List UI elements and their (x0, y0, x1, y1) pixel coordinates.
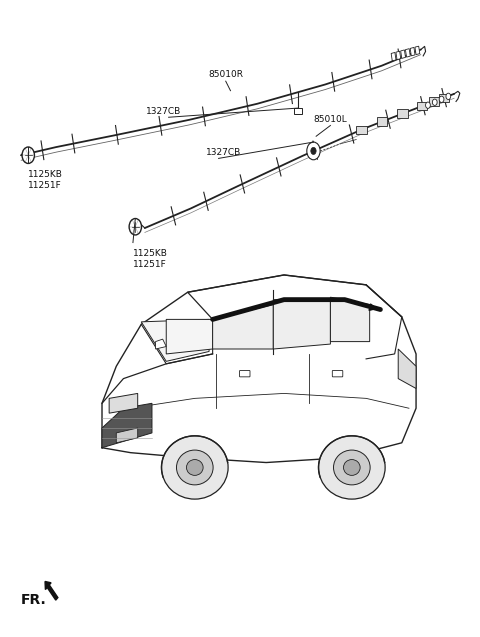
Polygon shape (156, 339, 166, 349)
Bar (391, 52, 396, 61)
Polygon shape (102, 403, 152, 448)
FancyBboxPatch shape (377, 117, 387, 125)
Circle shape (311, 147, 316, 154)
Polygon shape (273, 299, 330, 349)
FancyBboxPatch shape (294, 108, 302, 115)
Text: 1125KB
11251F: 1125KB 11251F (133, 249, 168, 269)
Ellipse shape (177, 450, 213, 485)
Ellipse shape (334, 450, 370, 485)
Polygon shape (141, 319, 209, 361)
FancyBboxPatch shape (397, 110, 408, 118)
Bar (406, 48, 410, 57)
Ellipse shape (161, 436, 228, 499)
Circle shape (307, 142, 320, 160)
FancyBboxPatch shape (417, 102, 427, 110)
FancyBboxPatch shape (429, 97, 439, 106)
Polygon shape (109, 394, 138, 413)
Circle shape (22, 147, 35, 164)
Polygon shape (330, 297, 370, 341)
Circle shape (129, 218, 142, 235)
FancyArrow shape (45, 582, 58, 600)
Circle shape (439, 96, 444, 103)
FancyBboxPatch shape (356, 125, 367, 134)
FancyBboxPatch shape (439, 94, 449, 102)
Bar (410, 47, 415, 56)
Text: FR.: FR. (21, 593, 47, 607)
Ellipse shape (344, 459, 360, 475)
Text: 1327CB: 1327CB (206, 148, 241, 157)
Ellipse shape (186, 459, 203, 475)
Polygon shape (116, 428, 138, 443)
Text: 85010R: 85010R (208, 70, 243, 79)
Bar (396, 51, 401, 60)
Text: 1125KB
11251F: 1125KB 11251F (28, 170, 63, 190)
Circle shape (426, 102, 431, 108)
FancyBboxPatch shape (332, 371, 343, 377)
Bar (415, 46, 420, 55)
FancyBboxPatch shape (240, 371, 250, 377)
Circle shape (446, 93, 451, 99)
Text: 1327CB: 1327CB (146, 107, 181, 116)
Text: 85010L: 85010L (313, 115, 348, 124)
Bar (401, 50, 406, 59)
Polygon shape (398, 349, 416, 389)
Circle shape (432, 99, 437, 105)
Polygon shape (213, 304, 273, 349)
Polygon shape (166, 319, 213, 354)
Ellipse shape (319, 436, 385, 499)
